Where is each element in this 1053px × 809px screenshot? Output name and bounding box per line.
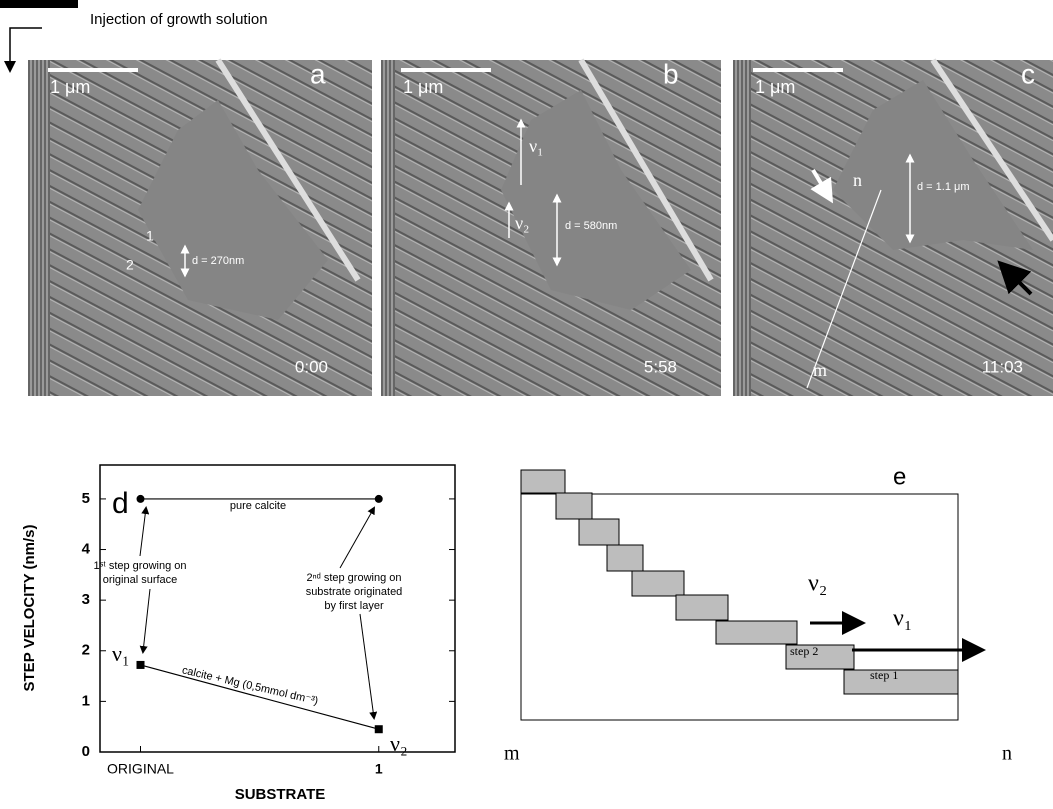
injection-label: Injection of growth solution (90, 11, 268, 28)
point (137, 495, 145, 503)
series-label: calcite + Mg (0,5mmol dm⁻³) (181, 664, 320, 707)
velocity-label: ν₂ (515, 213, 529, 233)
end-label: n (1002, 743, 1012, 765)
afm-panel-b: 1 μm b ν₁ ν₂ d = 580nm 5:58 (381, 58, 721, 396)
scale-label: 1 μm (50, 77, 90, 97)
panel-letter: c (1021, 58, 1035, 89)
point (137, 661, 145, 669)
annotation: substrate originated (306, 586, 403, 598)
annotation: original surface (103, 574, 178, 586)
step-label: 1 (146, 228, 154, 244)
velocity-label: ν₂ (808, 571, 827, 597)
time-label: 11:03 (982, 357, 1023, 376)
x-tick-label: 1 (375, 761, 383, 777)
line-end-label: n (853, 170, 862, 190)
afm-panel-a: 1 μm a 1 2 d = 270nm 0:00 (28, 58, 372, 396)
annotation: 2ⁿᵈ step growing on (307, 572, 402, 584)
step-label: step 2 (790, 644, 818, 658)
y-tick-label: 2 (82, 642, 90, 659)
point (375, 725, 383, 733)
chart-d: d STEP VELOCITY (nm/s) SUBSTRATE pure ca… (21, 465, 455, 803)
scale-label: 1 μm (403, 77, 443, 97)
distance-label: d = 580nm (565, 220, 617, 232)
figure: Injection of growth solution 1 μm a 1 2 … (0, 0, 1053, 804)
line-end-label: m (813, 360, 827, 380)
annotation: ν₁ (112, 641, 130, 666)
point (375, 495, 383, 503)
panel-letter: d (112, 487, 129, 520)
x-tick-label: ORIGINAL (107, 761, 174, 777)
panel-letter: a (310, 58, 326, 89)
y-tick-label: 5 (82, 490, 90, 507)
corner-block (0, 0, 78, 8)
y-tick-label: 3 (82, 591, 90, 608)
y-tick-label: 1 (82, 692, 90, 709)
annotation: 1ˢᵗ step growing on (94, 560, 187, 572)
afm-panel-c: 1 μm c n m d = 1.1 μm 11:03 (733, 58, 1053, 396)
annotation: by first layer (324, 600, 384, 612)
panel-letter: e (893, 463, 906, 490)
time-label: 0:00 (295, 357, 328, 376)
step-label: 2 (126, 257, 134, 273)
y-axis-label: STEP VELOCITY (nm/s) (21, 525, 38, 692)
series-label: pure calcite (230, 500, 286, 512)
scale-label: 1 μm (755, 77, 795, 97)
annotation: ν₂ (390, 731, 408, 756)
y-tick-label: 4 (82, 540, 91, 557)
velocity-label: ν₁ (529, 136, 543, 156)
distance-label: d = 1.1 μm (917, 181, 970, 193)
time-label: 5:58 (644, 357, 677, 376)
series-line (141, 665, 379, 729)
velocity-label: ν₁ (893, 606, 912, 632)
x-axis-label: SUBSTRATE (235, 786, 326, 803)
y-tick-label: 0 (82, 743, 90, 760)
panel-letter: b (663, 58, 679, 89)
step-diagram (521, 470, 980, 720)
end-label: m (504, 743, 520, 765)
step-label: step 1 (870, 668, 898, 682)
distance-label: d = 270nm (192, 255, 244, 267)
